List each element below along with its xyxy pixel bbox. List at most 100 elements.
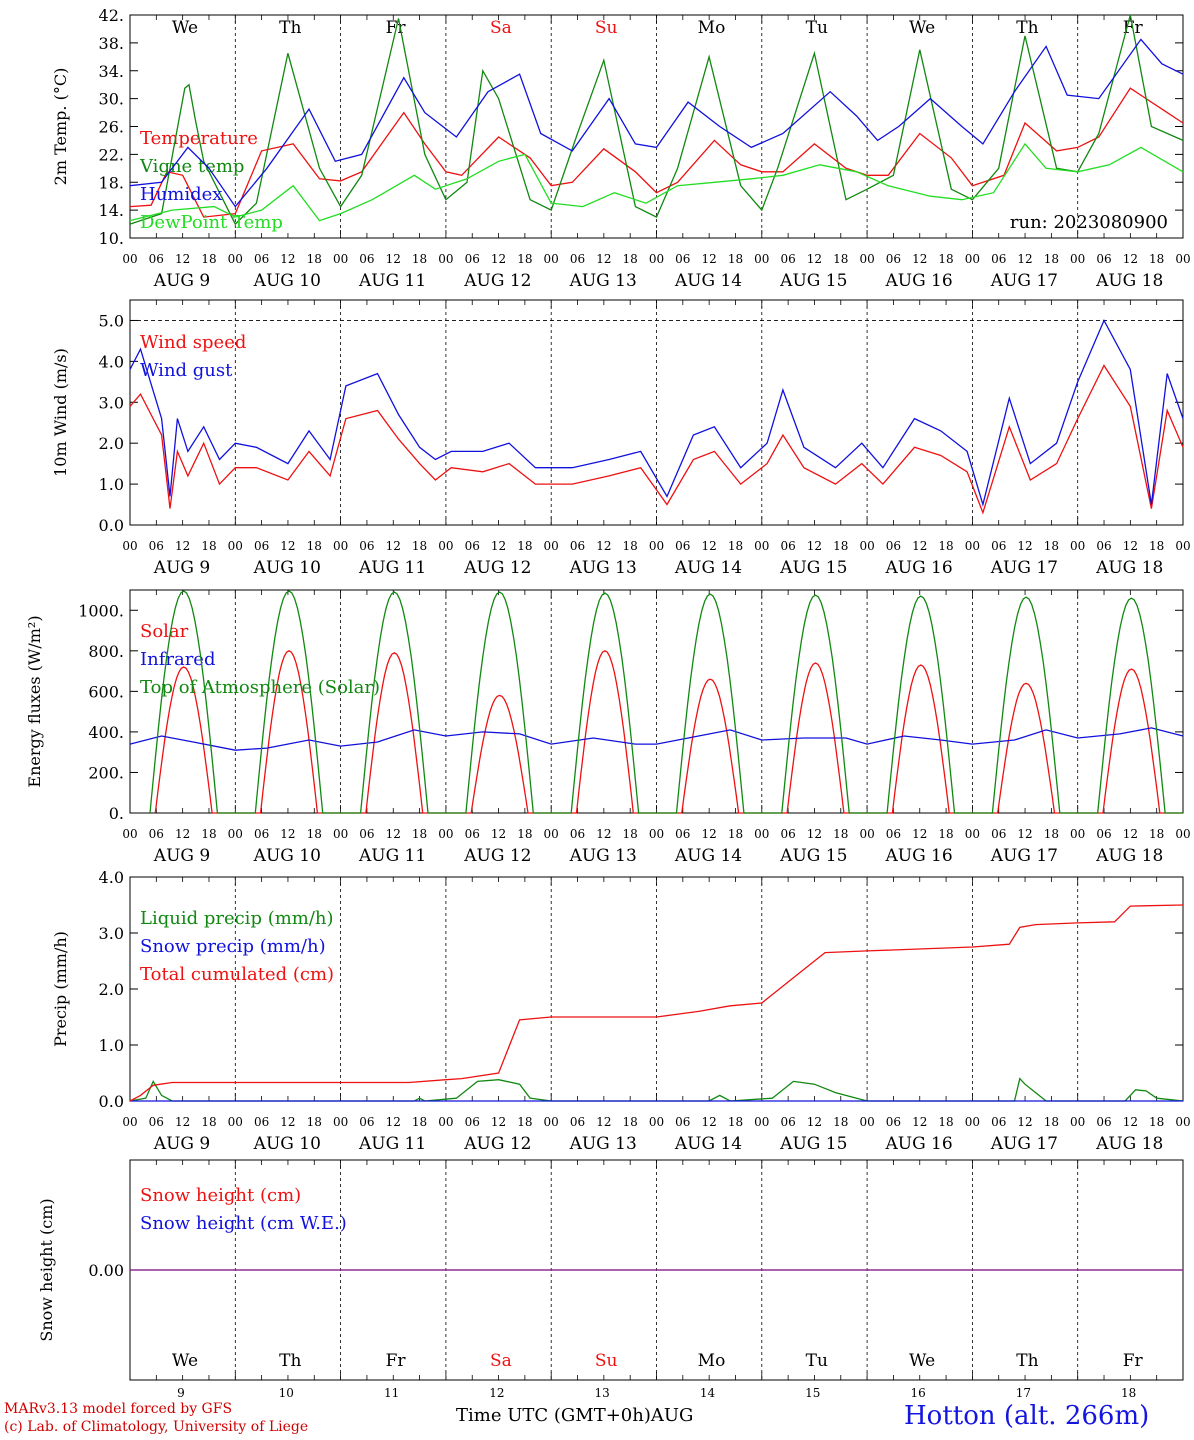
hour-tick-label: 06	[570, 252, 585, 266]
series-line-vigne-temp	[129, 14, 1184, 226]
hour-tick-label: 06	[886, 827, 901, 841]
series-line-wind-speed	[129, 364, 1184, 515]
hour-tick-label: 06	[780, 1115, 795, 1129]
y-tick-label: 0.00	[88, 1261, 124, 1280]
hour-tick-label: 12	[596, 1115, 611, 1129]
hour-tick-label: 06	[149, 827, 164, 841]
hour-tick-label: 00	[1070, 1115, 1085, 1129]
date-label: AUG 10	[253, 846, 321, 866]
y-tick-label: 38.	[99, 34, 124, 53]
legend-entry: Top of Atmosphere (Solar)	[140, 677, 380, 698]
series-line-infrared	[129, 727, 1184, 751]
hour-tick-label: 00	[438, 1115, 453, 1129]
date-label: AUG 10	[253, 271, 321, 291]
y-tick-label: 3.0	[99, 393, 124, 412]
hour-tick-label: 06	[1096, 539, 1111, 553]
day-number-label: 16	[910, 1386, 925, 1400]
date-label: AUG 9	[153, 1134, 210, 1154]
hour-tick-label: 12	[386, 539, 401, 553]
weekday-label: Tu	[806, 18, 828, 38]
plot-frame	[129, 299, 1184, 526]
hour-tick-label: 18	[201, 539, 216, 553]
day-number-label: 11	[384, 1386, 399, 1400]
hour-tick-label: 12	[702, 827, 717, 841]
hour-tick-label: 18	[412, 1115, 427, 1129]
hour-tick-label: 12	[1123, 539, 1138, 553]
day-number-label: 10	[279, 1386, 294, 1400]
hour-tick-label: 00	[1175, 252, 1190, 266]
hour-tick-label: 12	[596, 827, 611, 841]
hour-tick-label: 00	[438, 252, 453, 266]
hour-tick-label: 06	[886, 252, 901, 266]
hour-tick-label: 12	[280, 252, 295, 266]
hour-tick-label: 18	[307, 1115, 322, 1129]
series-line-solar	[154, 650, 1183, 814]
y-tick-label: 800.	[88, 642, 124, 661]
date-label: AUG 17	[990, 558, 1058, 578]
hour-tick-label: 18	[1149, 252, 1164, 266]
hour-tick-label: 00	[228, 539, 243, 553]
hour-tick-label: 00	[649, 1115, 664, 1129]
y-tick-label: 2.0	[99, 980, 124, 999]
hour-tick-label: 06	[991, 827, 1006, 841]
hour-tick-label: 12	[280, 539, 295, 553]
y-tick-label: 10.	[99, 229, 124, 248]
series-line-total-cumulated-cm-	[129, 904, 1184, 1102]
hour-tick-label: 18	[1044, 539, 1059, 553]
hour-tick-label: 18	[1149, 539, 1164, 553]
day-number-label: 12	[489, 1386, 504, 1400]
y-tick-label: 30.	[99, 90, 124, 109]
day-number-label: 14	[700, 1386, 716, 1400]
hour-tick-label: 00	[122, 1115, 137, 1129]
hour-tick-label: 18	[1044, 1115, 1059, 1129]
hour-tick-label: 18	[412, 827, 427, 841]
weekday-label: Th	[1016, 18, 1038, 38]
legend-entry: DewPoint Temp	[140, 212, 283, 233]
hour-tick-label: 18	[1044, 252, 1059, 266]
y-axis-label: Precip (mm/h)	[51, 931, 70, 1047]
weekday-label: Fr	[386, 1351, 407, 1371]
hour-tick-label: 06	[991, 1115, 1006, 1129]
legend-entry: Snow height (cm W.E.)	[140, 1213, 347, 1234]
hour-tick-label: 06	[675, 539, 690, 553]
date-label: AUG 13	[569, 271, 637, 291]
hour-tick-label: 00	[1070, 827, 1085, 841]
legend-entry: Wind speed	[140, 332, 246, 353]
hour-tick-label: 12	[912, 252, 927, 266]
hour-tick-label: 00	[228, 1115, 243, 1129]
weekday-label: Su	[595, 18, 618, 38]
hour-tick-label: 06	[149, 1115, 164, 1129]
date-label: AUG 18	[1095, 558, 1163, 578]
day-number-label: 9	[177, 1386, 185, 1400]
y-tick-label: 14.	[99, 201, 124, 220]
legend-entry: Infrared	[140, 649, 215, 670]
hour-tick-label: 12	[491, 252, 506, 266]
hour-tick-label: 00	[228, 252, 243, 266]
time-axis-label: Time UTC (GMT+0h)AUG	[456, 1405, 693, 1426]
date-label: AUG 17	[990, 271, 1058, 291]
y-axis-label: 2m Temp. (°C)	[51, 68, 70, 186]
hour-tick-label: 00	[965, 827, 980, 841]
y-tick-label: 400.	[88, 723, 124, 742]
hour-tick-label: 12	[702, 539, 717, 553]
hour-tick-label: 00	[544, 827, 559, 841]
date-label: AUG 15	[779, 846, 847, 866]
y-tick-label: 1.0	[99, 475, 124, 494]
time-axis-title: Time UTC (GMT+0h)	[456, 1405, 651, 1426]
hour-tick-label: 18	[728, 827, 743, 841]
hour-tick-label: 06	[675, 827, 690, 841]
y-tick-label: 0.0	[99, 516, 124, 535]
hour-tick-label: 06	[465, 827, 480, 841]
hour-tick-label: 18	[833, 827, 848, 841]
hour-tick-label: 06	[359, 1115, 374, 1129]
hour-tick-label: 06	[675, 252, 690, 266]
model-credit: MARv3.13 model forced by GFS	[4, 1401, 233, 1417]
precip-panel: 0.0 1.0 2.0 3.0 4.0 Precip (mm/h) 00 06 12 18 00 06…	[51, 868, 1191, 1154]
hour-tick-label: 00	[122, 252, 137, 266]
weekday-label: We	[172, 1351, 198, 1371]
legend-entry: Snow precip (mm/h)	[140, 936, 326, 957]
hour-tick-label: 12	[1017, 827, 1032, 841]
day-number-label: 15	[805, 1386, 820, 1400]
hour-tick-label: 12	[807, 252, 822, 266]
y-tick-label: 34.	[99, 62, 124, 81]
